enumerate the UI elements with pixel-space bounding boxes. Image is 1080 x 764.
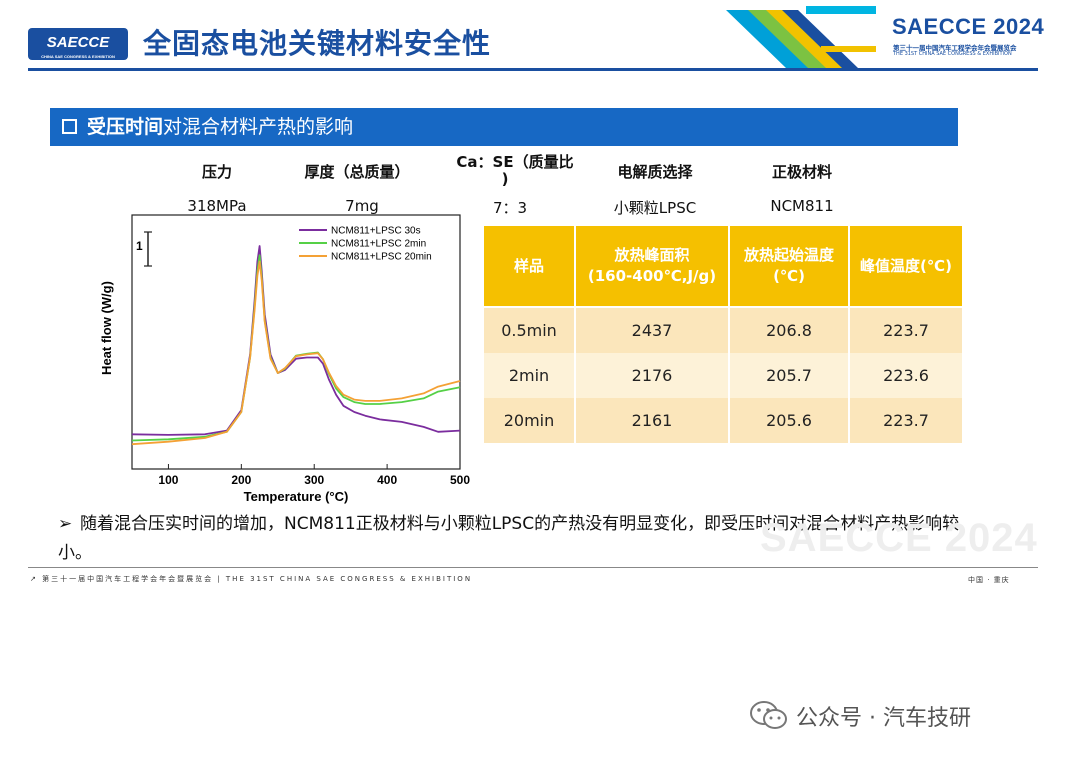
- table-cell: 223.6: [850, 353, 962, 398]
- saecce-watermark: SAECCE 2024: [760, 516, 1038, 560]
- series-line-1: [131, 245, 461, 436]
- table-header-row: 样品 放热峰面积 (160-400℃,J/g) 放热起始温度 (℃) 峰值温度(℃): [484, 226, 962, 306]
- param-header-thickness: 厚度（总质量）: [304, 163, 410, 181]
- section-heading: 受压时间对混合材料产热的影响: [50, 108, 958, 146]
- param-header-ratio-paren: ): [501, 170, 509, 188]
- series-line-2: [131, 254, 461, 442]
- slide-title: 全固态电池关键材料安全性: [143, 27, 492, 60]
- scale-bar-label: 1: [136, 239, 143, 253]
- conclusion-bullet: ➢ 随着混合压实时间的增加，NCM811正极材料与小颗粒LPSC的产热没有明显变化…: [58, 510, 988, 568]
- param-header-pressure: 压力: [201, 163, 232, 181]
- table-row: 2min 2176 205.7 223.6: [484, 353, 962, 398]
- footer-left: ↗ 第三十一届中国汽车工程学会年会暨展览会 | THE 31ST CHINA S…: [30, 575, 473, 583]
- table-cell: 205.7: [730, 353, 848, 398]
- chart-legend: NCM811+LPSC 30s NCM811+LPSC 2min NCM811+LP…: [299, 226, 432, 263]
- saecce-logo: SAECCE CHINA SAE CONGRESS & EXHIBITION: [28, 28, 128, 60]
- legend-label: NCM811+LPSC 2min: [331, 239, 426, 250]
- brand-stripes-graphic: [726, 6, 876, 68]
- checkbox-icon: [62, 119, 77, 134]
- table-cell: 0.5min: [484, 308, 574, 353]
- table-header-onset-temp: 放热起始温度 (℃): [730, 226, 848, 306]
- param-value-cathode: NCM811: [770, 197, 834, 215]
- table-header-sample: 样品: [484, 226, 574, 306]
- x-tick-label: 300: [304, 473, 324, 487]
- dsc-heat-flow-chart: 100 200 300 400 500 1 NCM811+LPSC 30sNCM811+…: [99, 214, 470, 504]
- table-row: 20min 2161 205.6 223.7: [484, 398, 962, 443]
- table-header-peak-temp: 峰值温度(℃): [850, 226, 962, 306]
- table-cell: 20min: [484, 398, 574, 443]
- chart-plot-frame: [131, 214, 461, 470]
- table-cell: 223.7: [850, 308, 962, 353]
- param-value-pressure: 318MPa: [187, 197, 247, 215]
- legend-label: NCM811+LPSC 20min: [331, 252, 432, 263]
- param-header-ratio: Ca：SE（质量比: [456, 153, 574, 171]
- param-value-electrolyte: 小颗粒LPSC: [613, 199, 697, 217]
- conclusion-text: 随着混合压实时间的增加，NCM811正极材料与小颗粒LPSC的产热没有明显变化，…: [58, 514, 960, 563]
- table-cell: 2min: [484, 353, 574, 398]
- footer-divider: [28, 567, 1038, 568]
- x-tick-label: 100: [158, 473, 178, 487]
- table-row: 0.5min 2437 206.8 223.7: [484, 308, 962, 353]
- section-heading-rest: 对混合材料产热的影响: [163, 116, 354, 138]
- y-axis-label: Heat flow (W/g): [99, 281, 114, 375]
- table-header-peak-area: 放热峰面积 (160-400℃,J/g): [576, 226, 728, 306]
- legend-label: NCM811+LPSC 30s: [331, 226, 421, 237]
- param-value-ratio: 7：3: [492, 199, 528, 217]
- x-tick-label: 400: [377, 473, 397, 487]
- table-cell: 205.6: [730, 398, 848, 443]
- table-cell: 2176: [576, 353, 728, 398]
- param-header-cathode: 正极材料: [771, 163, 832, 181]
- footer-right: 中国 · 重庆: [968, 576, 1010, 584]
- slide: SAECCE CHINA SAE CONGRESS & EXHIBITION 全…: [28, 6, 1045, 584]
- table-cell: 2437: [576, 308, 728, 353]
- param-value-thickness: 7mg: [345, 197, 379, 215]
- x-tick-label: 200: [231, 473, 251, 487]
- x-tick-label: 500: [450, 473, 470, 487]
- table-cell: 206.8: [730, 308, 848, 353]
- section-heading-bold: 受压时间: [87, 116, 164, 138]
- series-line-3: [131, 260, 461, 446]
- brand-subtitle-cn: 第三十一届中国汽车工程学会年会暨展览会: [893, 44, 1017, 52]
- table-cell: 223.7: [850, 398, 962, 443]
- results-table: 样品 放热峰面积 (160-400℃,J/g) 放热起始温度 (℃) 峰值温度(℃)…: [482, 226, 964, 443]
- x-axis-label: Temperature (°C): [244, 489, 349, 504]
- wechat-watermark: 公众号 · 汽车技研: [750, 700, 971, 732]
- brand-title: SAECCE 2024: [892, 14, 1045, 39]
- brand-subtitle-en: THE 31ST CHINA SAE CONGRESS & EXHIBITION: [893, 51, 1012, 57]
- param-header-electrolyte: 电解质选择: [617, 163, 693, 181]
- wechat-icon: [750, 701, 787, 729]
- table-cell: 2161: [576, 398, 728, 443]
- bullet-arrow-icon: ➢: [58, 514, 73, 534]
- wechat-account-text: 公众号 · 汽车技研: [796, 706, 971, 731]
- header-divider: [28, 68, 1038, 71]
